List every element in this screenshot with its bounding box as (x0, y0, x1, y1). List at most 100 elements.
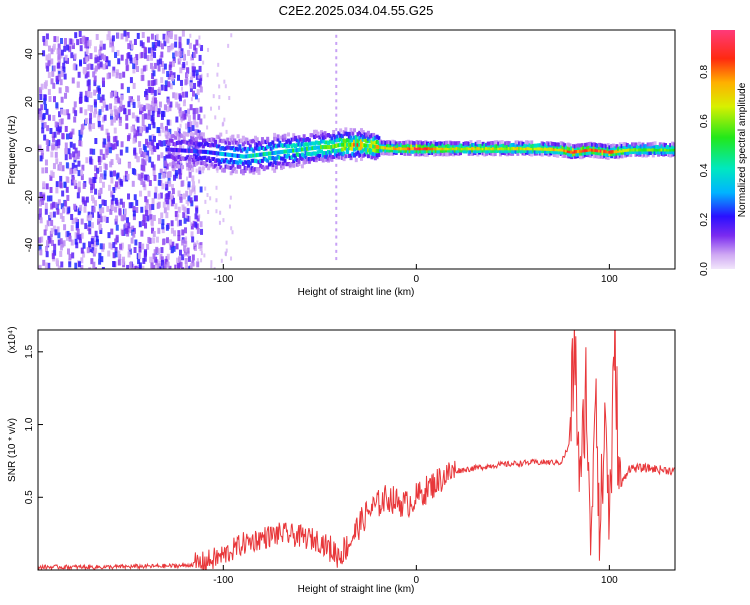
spectrogram-cell (498, 140, 502, 145)
spectrogram-cell (655, 147, 659, 152)
spectrogram-cell (344, 154, 348, 159)
spectrogram-cell (495, 140, 499, 145)
spectrogram-cell (578, 151, 582, 156)
spectrogram-cell (156, 59, 160, 66)
spectrogram-cell (561, 153, 565, 158)
spectrogram-cell (445, 152, 449, 157)
spectrogram-cell (556, 144, 560, 149)
spectrogram-cell (187, 121, 191, 128)
spectrogram-cell (637, 141, 641, 146)
spectrogram-cell (507, 146, 511, 151)
spectrogram-cell (431, 148, 435, 153)
spectrogram-cell (92, 148, 96, 155)
spectrogram-cell (109, 41, 113, 48)
spectrogram-cell (556, 153, 560, 158)
spectrogram-cell (152, 237, 156, 244)
spectrogram-cell (189, 104, 193, 111)
spectrogram-cell (215, 144, 219, 149)
spectrogram-cell (160, 140, 164, 147)
spectrogram-cell (80, 232, 84, 239)
spectrogram-cell (141, 158, 145, 165)
spectrogram-cell (183, 249, 187, 256)
spectrogram-cell (309, 141, 313, 146)
spectrogram-cell (533, 143, 537, 148)
spectrogram-cell (186, 247, 190, 254)
spectrogram-cell (226, 145, 230, 150)
spectrogram-cell (61, 132, 65, 139)
spectrogram-cell (630, 150, 634, 155)
spectrogram-cell (412, 141, 416, 146)
spectrogram-cell (545, 144, 549, 149)
spectrogram-cell (170, 184, 174, 191)
spectrogram-cell (81, 36, 85, 43)
spectrogram-cell (146, 141, 150, 148)
spectrogram-cell (169, 70, 173, 77)
spectrogram-cell (168, 239, 172, 246)
spectrogram-cell (252, 170, 256, 175)
spectrogram-cell (196, 215, 200, 222)
spectrogram-cell (43, 134, 47, 141)
y-tick-label: 20 (24, 96, 35, 108)
spectrogram-cell (521, 151, 525, 156)
spectrogram-cell (57, 232, 61, 239)
spectrogram-cell (446, 146, 450, 151)
spectrogram-cell (164, 80, 168, 87)
spectrogram-cell (370, 133, 374, 138)
spectrogram-cell (627, 147, 631, 152)
spectrogram-cell (165, 147, 169, 152)
spectrogram-cell (231, 169, 235, 174)
spectrogram-cell (240, 169, 244, 174)
spectrogram-cell (259, 158, 263, 163)
spectrogram-cell (120, 54, 124, 61)
spectrogram-cell (115, 140, 119, 147)
spectrogram-cell (171, 188, 175, 195)
spectrogram-cell (643, 144, 647, 149)
spectrogram-cell (382, 145, 386, 150)
spectrogram-cell (79, 204, 83, 211)
spectrogram-cell (516, 142, 520, 147)
spectrogram-cell (432, 143, 436, 148)
spectrogram-cell (50, 58, 54, 65)
spectrogram-cell (606, 153, 610, 158)
spectrogram-cell (585, 148, 589, 153)
spectrogram-cell (333, 152, 337, 157)
spectrogram-cell (167, 81, 171, 88)
spectrogram-cell (116, 268, 120, 269)
spectrogram-cell (133, 149, 137, 156)
spectrogram-cell (164, 258, 168, 265)
spectrogram-cell (250, 166, 254, 171)
spectrogram-cell (186, 162, 190, 167)
spectrogram-cell (323, 131, 327, 136)
spectrogram-cell (151, 87, 155, 94)
spectrogram-cell (142, 65, 146, 72)
spectrogram-cell (575, 152, 579, 157)
spectrogram-cell (665, 145, 669, 150)
spectrogram-cell (542, 149, 546, 154)
spectrogram-cell (101, 207, 105, 214)
spectrogram-cell (177, 103, 181, 110)
spectrogram-cell (299, 147, 303, 152)
spectrogram-cell (59, 161, 63, 168)
spectrogram-cell (142, 144, 146, 151)
spectrogram-cell (199, 106, 203, 113)
spectrogram-cell (157, 227, 161, 234)
spectrogram-cell (356, 139, 360, 144)
spectrogram-cell (458, 143, 462, 148)
spectrogram-cell (410, 146, 414, 151)
spectrogram-cell (245, 137, 249, 142)
spectrogram-cell (176, 152, 179, 157)
spectrogram-cell (80, 124, 84, 131)
spectrogram-cell (558, 150, 562, 155)
spectrogram-cell (326, 156, 330, 161)
spectrogram-cell (283, 149, 287, 154)
spectrogram-cell (229, 195, 232, 200)
spectrogram-cell (531, 146, 535, 151)
spectrogram-cell (194, 195, 198, 202)
spectrogram-cell (214, 115, 217, 120)
spectrogram-cell (531, 143, 535, 148)
spectrogram-cell (49, 127, 53, 134)
spectrogram-cell (406, 146, 410, 151)
spectrogram-cell (624, 148, 628, 153)
spectrogram-cell (207, 156, 211, 161)
spectrogram-cell (248, 161, 252, 166)
